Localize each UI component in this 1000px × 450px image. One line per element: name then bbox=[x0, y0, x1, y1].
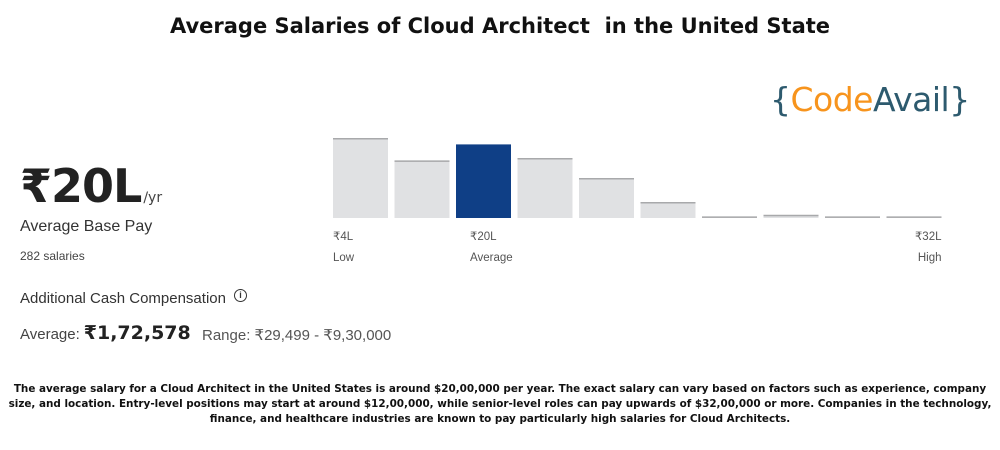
bar-2 bbox=[394, 160, 450, 218]
bar-top-edge-1 bbox=[333, 138, 388, 140]
tick-caption-0: Low bbox=[333, 252, 355, 264]
logo-open-brace: { bbox=[770, 80, 791, 119]
description-footnote: The average salary for a Cloud Architect… bbox=[8, 383, 992, 425]
cash-range: Range: ₹29,499 - ₹9,30,000 bbox=[202, 327, 392, 344]
tick-labels-group: ₹4L Low ₹20L Average ₹32L High bbox=[333, 231, 942, 264]
bar-8 bbox=[763, 214, 819, 218]
average-base-pay-label: Average Base Pay bbox=[20, 218, 153, 235]
bar-5 bbox=[579, 178, 634, 218]
cash-average-value: ₹1,72,578 bbox=[83, 322, 191, 344]
bar-top-edge-2 bbox=[394, 160, 450, 162]
tick-value-2: ₹20L bbox=[470, 231, 497, 243]
average-base-pay-value: ₹20L/yr bbox=[20, 158, 162, 226]
logo-avail-text: Avail bbox=[872, 80, 950, 119]
logo-code-text: Code bbox=[790, 80, 874, 119]
big-pay-unit: /yr bbox=[143, 190, 163, 206]
tick-value-0: ₹4L bbox=[333, 231, 354, 243]
bar-4 bbox=[517, 158, 573, 218]
additional-cash-label: Additional Cash Compensation bbox=[20, 290, 226, 307]
page-title: Average Salaries of Cloud Architect in t… bbox=[169, 14, 831, 38]
bars-group bbox=[333, 138, 942, 218]
big-pay-amount: ₹20L bbox=[20, 159, 142, 213]
bar-top-edge-10 bbox=[886, 216, 942, 218]
logo-close-brace: } bbox=[949, 80, 970, 119]
cash-average: Average: ₹1,72,578 bbox=[20, 322, 191, 344]
salaries-count: 282 salaries bbox=[20, 249, 85, 263]
tick-value-9: ₹32L bbox=[915, 231, 942, 243]
bar-1 bbox=[333, 138, 388, 218]
bar-top-edge-4 bbox=[517, 158, 573, 160]
bar-top-edge-9 bbox=[825, 216, 880, 218]
bar-top-edge-6 bbox=[640, 202, 696, 204]
bar-top-edge-5 bbox=[579, 178, 634, 180]
bar-3 bbox=[456, 144, 511, 218]
bar-top-edge-8 bbox=[763, 214, 819, 217]
bar-6 bbox=[640, 202, 696, 218]
info-icon[interactable]: i bbox=[234, 289, 247, 302]
codeavail-logo: {CodeAvail} bbox=[770, 80, 970, 120]
bar-top-edge-7 bbox=[702, 216, 757, 218]
cash-average-label: Average: bbox=[20, 326, 80, 343]
tick-caption-9: High bbox=[918, 252, 942, 264]
tick-caption-2: Average bbox=[470, 252, 513, 264]
